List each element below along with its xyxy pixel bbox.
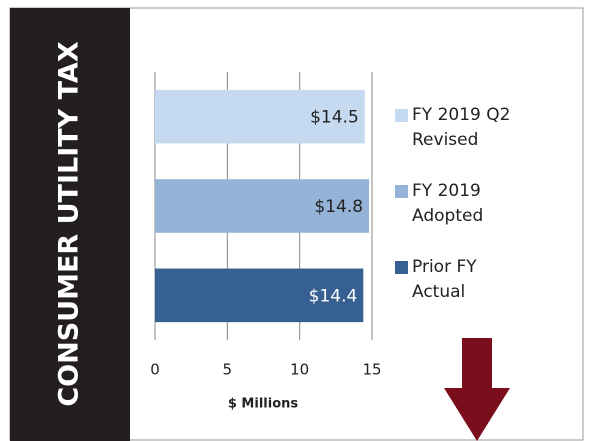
legend-item: FY 2019 Q2 Revised: [395, 103, 515, 179]
data-label: $14.5: [310, 108, 359, 128]
legend-item: Prior FY Actual: [395, 255, 515, 331]
data-label: $14.8: [314, 197, 363, 217]
down-arrow: [444, 338, 510, 441]
x-tick-label: 10: [290, 361, 309, 379]
legend-swatch: [395, 109, 408, 122]
chart-title: CONSUMER UTILITY TAX: [54, 41, 85, 406]
x-tick-label: 0: [150, 361, 160, 379]
legend-label: FY 2019 Q2 Revised: [412, 105, 511, 150]
x-axis-label: $ Millions: [228, 397, 299, 412]
x-tick-label: 5: [223, 361, 233, 379]
legend-swatch: [395, 185, 408, 198]
data-label: $14.4: [309, 286, 358, 306]
bar: [155, 268, 364, 323]
legend: FY 2019 Q2 Revised FY 2019 Adopted Prior F…: [395, 103, 515, 331]
bar: [155, 89, 365, 144]
legend-label: FY 2019 Adopted: [412, 181, 484, 226]
x-tick-label: 15: [362, 361, 381, 379]
legend-label: Prior FY Actual: [412, 257, 477, 302]
bar: [155, 179, 370, 233]
title-panel: [10, 8, 130, 441]
legend-swatch: [395, 261, 408, 274]
legend-item: FY 2019 Adopted: [395, 179, 515, 255]
